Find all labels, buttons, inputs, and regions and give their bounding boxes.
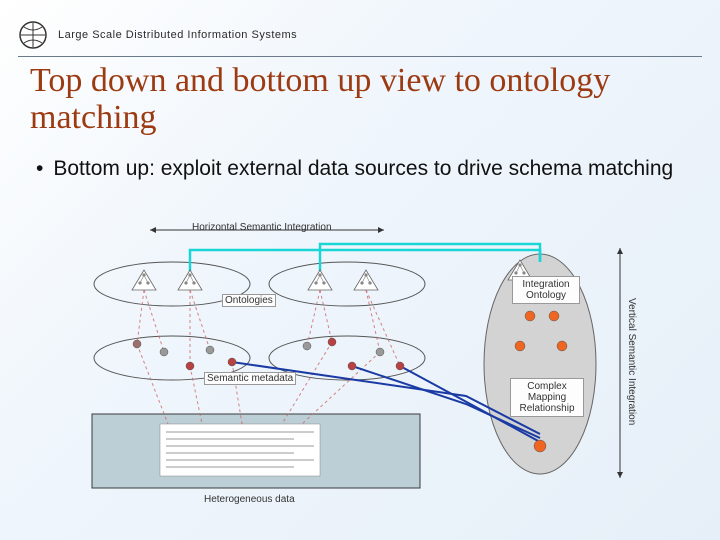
label-heterogeneous-data: Heterogeneous data	[204, 494, 295, 505]
diagram: Ontologies Semantic metadata Heterogeneo…	[82, 218, 638, 518]
bullet: • Bottom up: exploit external data sourc…	[36, 156, 680, 182]
header: Large Scale Distributed Information Syst…	[18, 18, 702, 57]
label-vertical-integration: Vertical Semantic Integration	[626, 298, 637, 425]
diagram-svg	[82, 218, 638, 518]
label-complex-mapping: ComplexMappingRelationship	[510, 378, 584, 417]
header-text: Large Scale Distributed Information Syst…	[58, 29, 297, 41]
label-horizontal-integration: Horizontal Semantic Integration	[192, 222, 332, 233]
label-semantic-metadata: Semantic metadata	[204, 372, 296, 385]
label-integration-ontology: IntegrationOntology	[512, 276, 580, 304]
slide-title: Top down and bottom up view to ontology …	[30, 62, 690, 137]
org-logo	[18, 20, 48, 50]
bullet-text: Bottom up: exploit external data sources…	[53, 156, 673, 182]
label-ontologies: Ontologies	[222, 294, 276, 307]
bullet-dot: •	[36, 156, 43, 182]
